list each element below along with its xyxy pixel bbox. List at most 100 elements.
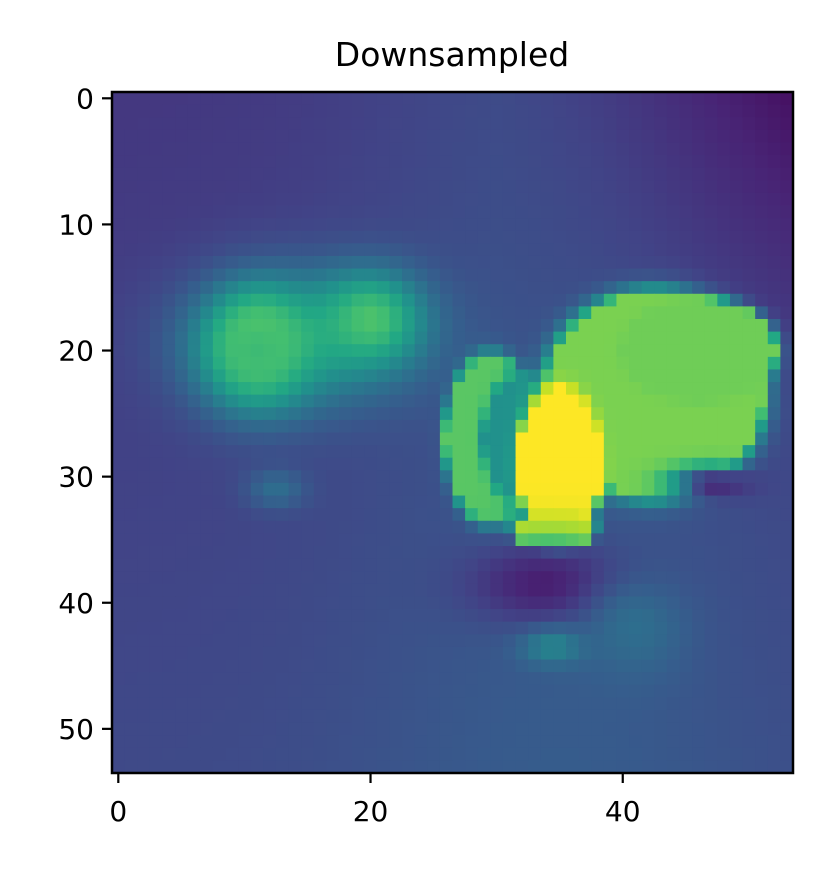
heatmap-cell [528, 382, 542, 396]
heatmap-cell [439, 205, 454, 219]
heatmap-cell [364, 508, 378, 522]
heatmap-cell [112, 709, 126, 724]
heatmap-cell [275, 457, 290, 471]
heatmap-cell [175, 344, 189, 358]
heatmap-cell [692, 369, 706, 383]
heatmap-cell [364, 293, 378, 307]
heatmap-cell [704, 470, 718, 484]
heatmap-cell [452, 520, 466, 534]
heatmap-cell [477, 571, 491, 585]
heatmap-cell [641, 508, 655, 522]
heatmap-cell [288, 319, 302, 333]
heatmap-cell [200, 407, 214, 421]
heatmap-cell [553, 596, 567, 610]
heatmap-cell [301, 457, 315, 471]
heatmap-cell [263, 382, 277, 396]
heatmap-cell [729, 571, 744, 585]
heatmap-cell [666, 482, 681, 497]
heatmap-cell [288, 293, 302, 307]
heatmap-cell [162, 735, 176, 749]
heatmap-cell [326, 621, 340, 635]
heatmap-cell [742, 672, 756, 686]
heatmap-cell [124, 369, 138, 383]
heatmap-cell [502, 735, 517, 749]
heatmap-cell [439, 659, 454, 673]
heatmap-cell [124, 546, 138, 560]
heatmap-cell [591, 205, 605, 219]
heatmap-cell [780, 558, 794, 572]
heatmap-cell [389, 369, 403, 383]
heatmap-cell [679, 646, 693, 661]
heatmap-cell [414, 306, 428, 320]
heatmap-cell [225, 621, 239, 635]
heatmap-cell [666, 609, 681, 623]
heatmap-cell [263, 92, 277, 106]
heatmap-cell [502, 495, 517, 509]
heatmap-cell [187, 470, 201, 484]
heatmap-cell [603, 192, 618, 207]
heatmap-cell [767, 634, 781, 648]
heatmap-cell [755, 722, 769, 736]
heatmap-cell [717, 735, 731, 749]
heatmap-cell [288, 634, 302, 648]
heatmap-cell [137, 293, 151, 307]
heatmap-cell [452, 319, 466, 333]
heatmap-cell [654, 293, 668, 307]
heatmap-cell [288, 155, 302, 169]
heatmap-cell [679, 432, 693, 446]
heatmap-cell [351, 92, 365, 106]
heatmap-cell [692, 155, 706, 169]
heatmap-cell [452, 167, 466, 181]
heatmap-cell [339, 255, 353, 270]
heatmap-cell [641, 394, 655, 408]
heatmap-cell [414, 646, 428, 661]
heatmap-cell [402, 306, 416, 320]
heatmap-cell [465, 419, 479, 434]
heatmap-cell [326, 142, 340, 156]
heatmap-cell [427, 558, 441, 572]
heatmap-cell [729, 520, 744, 534]
heatmap-cell [578, 356, 592, 371]
heatmap-cell [339, 747, 353, 761]
heatmap-cell [326, 457, 340, 471]
heatmap-cell [351, 218, 365, 232]
heatmap-cell [351, 646, 365, 661]
heatmap-cell [326, 470, 340, 484]
heatmap-cell [427, 520, 441, 534]
heatmap-cell [591, 735, 605, 749]
heatmap-cell [200, 180, 214, 194]
heatmap-cell [729, 432, 744, 446]
heatmap-cell [465, 117, 479, 131]
heatmap-cell [427, 470, 441, 484]
heatmap-cell [629, 104, 643, 118]
heatmap-cell [275, 722, 290, 736]
heatmap-cell [288, 684, 302, 698]
heatmap-cell [553, 634, 567, 648]
heatmap-cell [137, 495, 151, 509]
heatmap-cell [288, 369, 302, 383]
heatmap-cell [263, 293, 277, 307]
heatmap-cell [490, 155, 504, 169]
heatmap-cell [238, 268, 252, 282]
heatmap-cell [351, 369, 365, 383]
heatmap-cell [212, 646, 227, 661]
heatmap-cell [742, 621, 756, 635]
heatmap-cell [742, 117, 756, 131]
heatmap-cell [275, 571, 290, 585]
heatmap-cell [704, 709, 718, 724]
heatmap-cell [477, 293, 491, 307]
heatmap-cell [717, 546, 731, 560]
heatmap-cell [112, 180, 126, 194]
heatmap-cell [250, 205, 264, 219]
heatmap-cell [326, 117, 340, 131]
heatmap-cell [212, 293, 227, 307]
heatmap-cell [263, 508, 277, 522]
heatmap-cell [225, 646, 239, 661]
heatmap-cell [313, 672, 327, 686]
heatmap-cell [250, 268, 264, 282]
heatmap-cell [439, 520, 454, 534]
heatmap-cell [112, 281, 126, 295]
heatmap-cell [566, 672, 580, 686]
heatmap-cell [112, 470, 126, 484]
heatmap-cell [515, 672, 529, 686]
